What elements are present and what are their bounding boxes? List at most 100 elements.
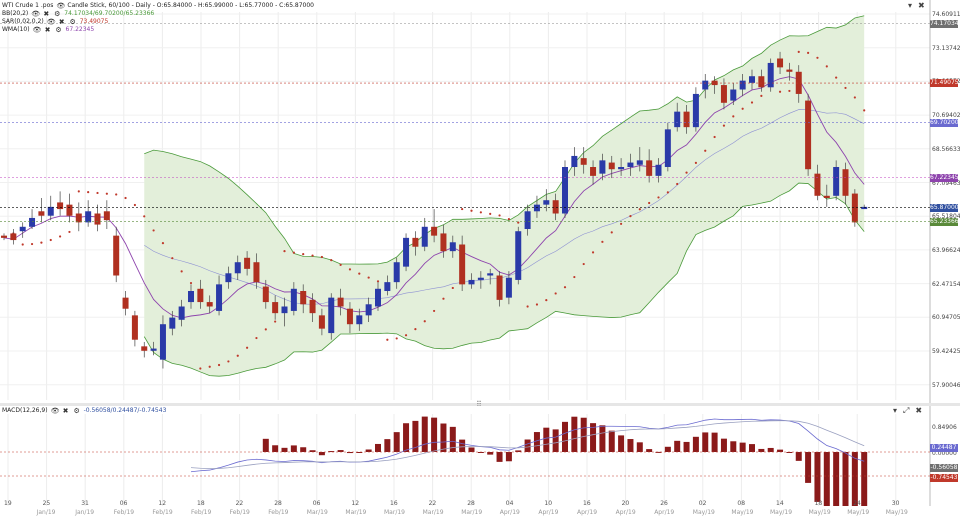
candle	[85, 200, 92, 227]
candle	[393, 257, 400, 289]
close-window-icon[interactable]: ✖	[918, 1, 925, 10]
macd-bar	[346, 452, 353, 454]
candle-body	[524, 211, 531, 230]
panel-splitter[interactable]: ⠿	[0, 400, 960, 409]
price-chart-panel[interactable]: WTI Crude 1 .pos 👁 Candle Stick, 60/100 …	[0, 0, 960, 404]
candle-body	[851, 193, 858, 223]
macd-bar	[356, 452, 363, 453]
price-chart[interactable]	[0, 0, 960, 403]
sar-dot	[339, 263, 342, 266]
chart-info: Candle Stick, 60/100 - Daily - O:65.8400…	[67, 2, 314, 9]
candle-body	[403, 237, 410, 267]
gear-icon[interactable]: ⚙	[73, 407, 80, 415]
sar-dot	[517, 221, 520, 224]
macd-bar	[477, 452, 484, 453]
sar-dot	[87, 191, 90, 194]
eye-icon[interactable]: 👁	[56, 2, 66, 10]
candle-body	[664, 129, 671, 168]
gear-icon[interactable]: ⚙	[69, 18, 76, 26]
candle-body	[66, 204, 73, 216]
macd-bar	[524, 439, 531, 452]
x-month-label: Mar/19	[461, 509, 483, 516]
candle-body	[47, 206, 54, 216]
sar-dot	[582, 262, 585, 266]
gear-icon[interactable]: ⚙	[55, 26, 62, 34]
price-tick-label: 70.69402	[932, 112, 960, 120]
sar-dot	[302, 253, 305, 256]
candles	[1, 51, 868, 369]
x-month-label: Mar/19	[384, 509, 405, 516]
candle	[57, 191, 64, 216]
x-day-label: 18	[814, 500, 823, 507]
candle	[337, 288, 344, 316]
candle	[225, 266, 232, 289]
candle-body	[225, 273, 232, 283]
gear-icon[interactable]: ⚙	[54, 10, 61, 18]
sar-dot	[255, 336, 258, 340]
candle	[309, 293, 316, 323]
minimize-icon[interactable]: ▾	[908, 1, 913, 10]
candle	[562, 160, 568, 218]
macd-chart[interactable]	[0, 406, 960, 506]
sar-dot	[21, 243, 24, 246]
candle-body	[646, 160, 653, 176]
close-icon[interactable]: ✖	[58, 18, 65, 26]
candle-body	[300, 291, 307, 305]
wma-label: WMA(10)	[2, 26, 30, 33]
price-tick-label: 74.60911	[932, 11, 960, 18]
candle	[646, 149, 653, 183]
close-window-icon[interactable]: ✖	[915, 406, 923, 415]
close-icon[interactable]: ✖	[44, 26, 51, 34]
sar-dot	[461, 207, 464, 211]
macd-bar	[515, 450, 522, 452]
x-day-label: 10	[544, 500, 553, 507]
sar-dot	[236, 354, 239, 357]
eye-icon[interactable]: 👁	[50, 407, 60, 415]
close-icon[interactable]: ✖	[62, 407, 69, 415]
time-axis: 19 25 Jan/19 31 Jan/19 06 Feb/19 12 Feb/19 18 Feb/…	[0, 500, 930, 517]
candle	[262, 279, 269, 309]
candle-body	[309, 299, 316, 314]
minimize-icon[interactable]: ▾	[893, 406, 898, 415]
splitter-handle-icon[interactable]: ⠿	[476, 400, 482, 409]
close-icon[interactable]: ✖	[43, 10, 50, 18]
x-day-label: 12	[158, 500, 167, 507]
sar-dot	[133, 203, 136, 207]
candle	[431, 209, 438, 243]
sar-dot	[573, 275, 576, 279]
eye-icon[interactable]: 👁	[32, 26, 42, 34]
candle-body	[113, 235, 120, 276]
sar-dot	[610, 231, 613, 234]
macd-bar	[851, 452, 858, 506]
eye-icon[interactable]: 👁	[31, 10, 41, 18]
candle-body	[786, 69, 793, 72]
macd-bar	[431, 417, 438, 452]
macd-bar	[403, 423, 410, 452]
sar-dot	[68, 230, 71, 234]
x-month-label: Apr/19	[577, 509, 598, 516]
candle	[29, 209, 36, 230]
candle-body	[159, 324, 166, 360]
candle	[159, 315, 166, 369]
sar-dot	[722, 124, 726, 127]
macd-signal-line	[190, 420, 865, 469]
macd-bar	[833, 452, 840, 506]
eye-icon[interactable]: 👁	[46, 18, 56, 26]
x-month-label: May/19	[885, 509, 908, 516]
macd-line	[190, 418, 865, 473]
macd-bar	[599, 425, 606, 452]
candle-body	[384, 282, 391, 292]
macd-tick-label: 0.00000	[932, 450, 957, 457]
maximize-icon[interactable]: ⤢	[903, 406, 910, 415]
candle	[664, 122, 671, 172]
candle-body	[375, 288, 381, 307]
macd-bar	[393, 432, 400, 452]
macd-bar	[552, 429, 559, 452]
macd-bar	[262, 438, 269, 452]
macd-panel[interactable]: MACD(12,26,9) 👁 ✖ ⚙ -0.56058/0.24487/-0.…	[0, 406, 960, 517]
price-tag: 69.70200	[930, 118, 959, 127]
macd-bar	[646, 449, 653, 452]
candle	[113, 226, 120, 283]
macd-bar	[365, 449, 372, 452]
macd-bar	[842, 452, 849, 506]
